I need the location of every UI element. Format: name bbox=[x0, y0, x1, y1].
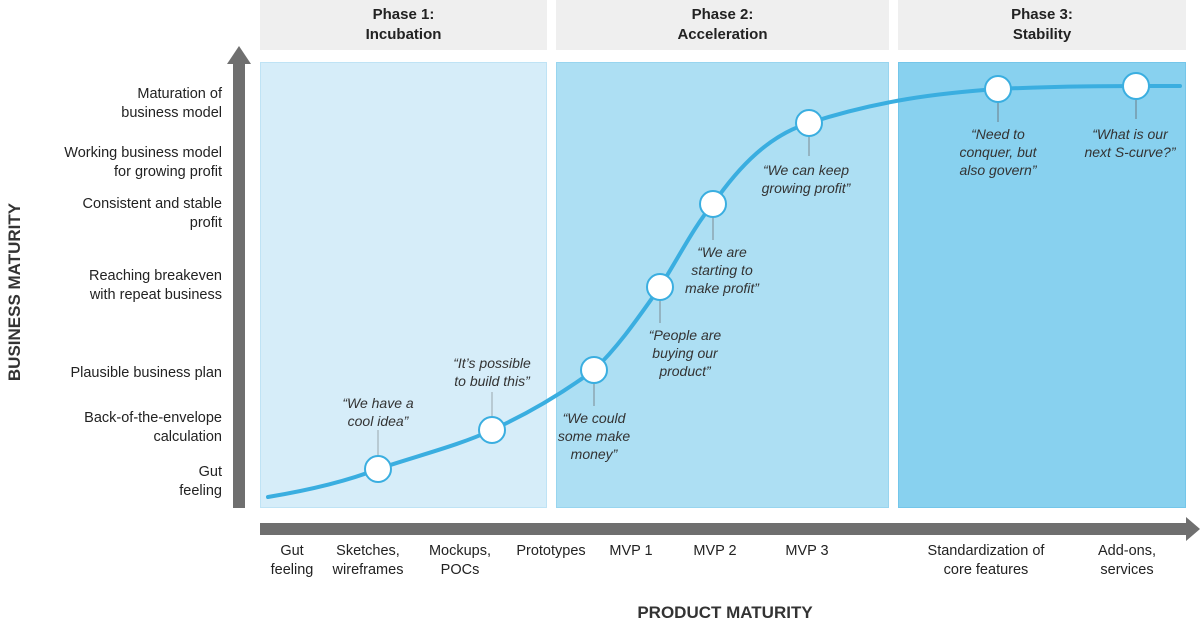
x-stage-text: MVP 3 bbox=[785, 543, 829, 559]
y-level-text: business model bbox=[121, 105, 222, 121]
milestone-marker bbox=[699, 190, 727, 218]
x-stage-text: feeling bbox=[270, 562, 314, 578]
callout-text: cool idea” bbox=[347, 413, 409, 429]
y-axis-arrowhead bbox=[227, 46, 251, 64]
callout-make-money: “We could some make money” bbox=[554, 409, 634, 463]
callout-text: starting to bbox=[691, 262, 753, 278]
y-axis-line bbox=[233, 62, 245, 508]
x-stage-mvp1: MVP 1 bbox=[596, 542, 666, 561]
y-level-text: Reaching breakeven bbox=[88, 268, 222, 284]
callout-possible-to-build: “It’s possible to build this” bbox=[427, 354, 557, 390]
y-level-text: with repeat business bbox=[89, 287, 222, 303]
x-axis-line bbox=[260, 523, 1188, 535]
callout-text: buying our bbox=[652, 345, 718, 361]
y-level-business-plan: Plausible business plan bbox=[70, 364, 222, 383]
phase-2-name: Acceleration bbox=[677, 26, 768, 43]
y-axis-title: BUSINESS MATURITY bbox=[5, 202, 24, 382]
y-level-maturation: Maturation of business model bbox=[121, 85, 222, 123]
x-stage-prototypes: Prototypes bbox=[506, 542, 596, 561]
callout-text: conquer, but bbox=[959, 144, 1037, 160]
x-stage-mockups: Mockups, POCs bbox=[415, 542, 505, 580]
milestone-marker bbox=[478, 416, 506, 444]
x-stage-text: MVP 1 bbox=[609, 543, 653, 559]
callout-next-s-curve: “What is our next S-curve?” bbox=[1072, 125, 1188, 161]
phase-2-number: Phase 2: bbox=[691, 6, 754, 23]
callout-text: “People are bbox=[648, 327, 722, 343]
x-stage-text: MVP 2 bbox=[693, 543, 737, 559]
x-stage-standardization: Standardization of core features bbox=[906, 542, 1066, 580]
phase-3-header: Phase 3: Stability bbox=[898, 0, 1186, 50]
x-stage-addons: Add-ons, services bbox=[1076, 542, 1178, 580]
milestone-marker bbox=[795, 109, 823, 137]
y-level-gut-feeling: Gut feeling bbox=[179, 463, 222, 501]
callout-text: to build this” bbox=[454, 373, 530, 389]
y-level-text: feeling bbox=[179, 483, 222, 499]
phase-3-name: Stability bbox=[1012, 26, 1072, 43]
phase-1-header: Phase 1: Incubation bbox=[260, 0, 547, 50]
callout-text: “We could bbox=[562, 410, 626, 426]
callout-text: “It’s possible bbox=[453, 355, 531, 371]
phase-2-region bbox=[556, 62, 889, 508]
milestone-marker bbox=[580, 356, 608, 384]
y-level-text: Working business model bbox=[64, 145, 222, 161]
callout-making-profit: “We are starting to make profit” bbox=[672, 243, 772, 297]
callout-cool-idea: “We have a cool idea” bbox=[318, 394, 438, 430]
y-level-stable-profit: Consistent and stable profit bbox=[83, 195, 222, 233]
y-level-text: for growing profit bbox=[114, 164, 222, 180]
x-stage-text: Mockups, bbox=[428, 543, 492, 559]
x-stage-text: services bbox=[1100, 562, 1154, 578]
callout-text: next S-curve?” bbox=[1084, 144, 1176, 160]
callout-text: “What is our bbox=[1092, 126, 1168, 142]
phase-2-header: Phase 2: Acceleration bbox=[556, 0, 889, 50]
x-axis-title: PRODUCT MATURITY bbox=[637, 603, 813, 622]
y-level-text: Gut bbox=[198, 464, 222, 480]
callout-growing-profit: “We can keep growing profit” bbox=[746, 161, 866, 197]
phase-3-number: Phase 3: bbox=[1011, 6, 1073, 23]
y-level-text: Consistent and stable bbox=[82, 196, 222, 212]
callout-buying-product: “People are buying our product” bbox=[635, 326, 735, 380]
y-level-text: Maturation of bbox=[137, 86, 222, 102]
x-stage-text: Standardization of bbox=[927, 543, 1045, 559]
milestone-marker bbox=[984, 75, 1012, 103]
y-level-working-model: Working business model for growing profi… bbox=[64, 144, 222, 182]
x-stage-text: Add-ons, bbox=[1097, 543, 1157, 559]
x-stage-text: Prototypes bbox=[516, 543, 586, 559]
x-stage-gut-feeling: Gut feeling bbox=[262, 542, 322, 580]
phase-3-region bbox=[898, 62, 1186, 508]
x-stage-mvp3: MVP 3 bbox=[772, 542, 842, 561]
phase-1-name: Incubation bbox=[365, 26, 442, 43]
x-stage-text: Gut bbox=[280, 543, 304, 559]
x-stage-mvp2: MVP 2 bbox=[680, 542, 750, 561]
y-level-text: profit bbox=[189, 215, 222, 231]
x-stage-text: wireframes bbox=[332, 562, 404, 578]
callout-text: also govern” bbox=[959, 162, 1037, 178]
callout-text: “We can keep bbox=[762, 162, 850, 178]
callout-conquer-govern: “Need to conquer, but also govern” bbox=[948, 125, 1048, 179]
x-stage-text: POCs bbox=[440, 562, 480, 578]
y-level-text: Plausible business plan bbox=[70, 365, 222, 381]
x-stage-text: Sketches, bbox=[336, 543, 400, 559]
x-axis-arrowhead bbox=[1186, 517, 1200, 541]
x-stage-sketches: Sketches, wireframes bbox=[323, 542, 413, 580]
y-level-back-of-envelope: Back-of-the-envelope calculation bbox=[84, 409, 222, 447]
y-level-text: calculation bbox=[153, 429, 222, 445]
phase-1-number: Phase 1: bbox=[372, 6, 435, 23]
callout-text: “Need to bbox=[971, 126, 1025, 142]
milestone-marker bbox=[364, 455, 392, 483]
milestone-marker bbox=[646, 273, 674, 301]
callout-text: product” bbox=[659, 363, 711, 379]
callout-text: “We are bbox=[697, 244, 747, 260]
y-level-text: Back-of-the-envelope bbox=[84, 410, 222, 426]
callout-text: growing profit” bbox=[761, 180, 851, 196]
milestone-marker bbox=[1122, 72, 1150, 100]
callout-text: some make bbox=[557, 428, 631, 444]
callout-text: make profit” bbox=[685, 280, 759, 296]
callout-text: money” bbox=[570, 446, 618, 462]
s-curve bbox=[266, 84, 1182, 499]
callout-text: “We have a bbox=[342, 395, 414, 411]
x-stage-text: core features bbox=[943, 562, 1029, 578]
y-level-breakeven: Reaching breakeven with repeat business bbox=[89, 267, 222, 305]
